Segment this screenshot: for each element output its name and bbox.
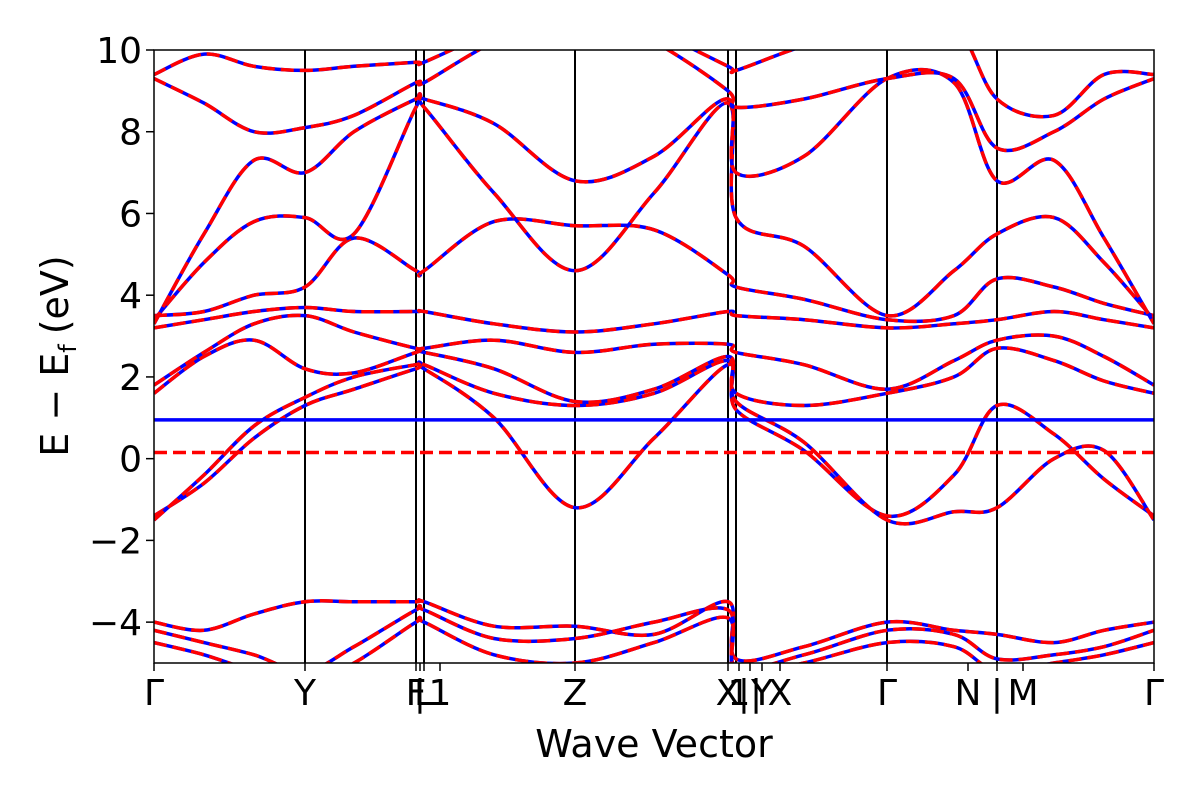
y-tick-label: 8 (119, 113, 142, 154)
y-tick-label: 2 (119, 358, 142, 399)
band-9-series-a (154, 50, 1154, 119)
y-axis-title: E − Ef (eV) (33, 255, 82, 457)
x-tick-label: Γ (877, 673, 897, 714)
band-lines (154, 50, 1154, 663)
x-tick-label: Γ (1144, 673, 1164, 714)
y-tick-label: 10 (96, 31, 142, 72)
x-tick-label: | (991, 673, 1003, 714)
y-tick-label: −4 (89, 603, 142, 644)
plot-frame (153, 49, 1155, 664)
fermi-levels (154, 418, 1154, 455)
x-axis-ticks: Γ Y F|L1 Z X1||YX Γ N | M Γ (144, 663, 1164, 714)
x-tick-label: Γ (144, 673, 164, 714)
x-tick-label: 1 (429, 673, 452, 714)
band-1-series-b (154, 358, 1154, 526)
y-axis-title-unit: (eV) (33, 255, 77, 334)
y-tick-label: 6 (119, 194, 142, 235)
x-tick-label: X (768, 673, 793, 714)
band-5-series-b (154, 217, 1154, 324)
band-12-series-b (154, 615, 1154, 663)
band-10-series-b (154, 598, 1154, 663)
y-axis-title-main: E − E (33, 353, 77, 457)
x-tick-label: Y (293, 673, 317, 714)
band-2-series-b (154, 338, 1154, 408)
x-tick-label: X (716, 673, 741, 714)
y-axis-title-subscript: f (54, 344, 82, 353)
y-tick-label: 4 (119, 276, 142, 317)
y-axis-ticks: −4 −2 0 2 4 6 8 10 (89, 31, 154, 644)
band-11-series-b (154, 604, 1154, 663)
band-8-series-b (154, 50, 1154, 153)
x-tick-label: Z (563, 673, 588, 714)
band-4-series-b (154, 305, 1154, 334)
band-7-series-b (154, 67, 1154, 325)
x-tick-label: F (406, 673, 427, 714)
x-tick-label: Y (750, 673, 774, 714)
y-tick-label: 0 (119, 440, 142, 481)
band-0-series-b (154, 362, 1154, 518)
y-tick-label: −2 (89, 521, 142, 562)
band-6-series-b (154, 92, 1154, 321)
x-tick-label: L (414, 673, 434, 714)
band-3-series-b (154, 313, 1154, 391)
x-tick-label: N (955, 673, 982, 714)
x-tick-label: M (1007, 673, 1038, 714)
x-tick-label: || (738, 673, 762, 714)
x-tick-label: | (414, 673, 426, 714)
x-axis-title: Wave Vector (535, 722, 773, 766)
x-tick-label: 1 (728, 673, 751, 714)
